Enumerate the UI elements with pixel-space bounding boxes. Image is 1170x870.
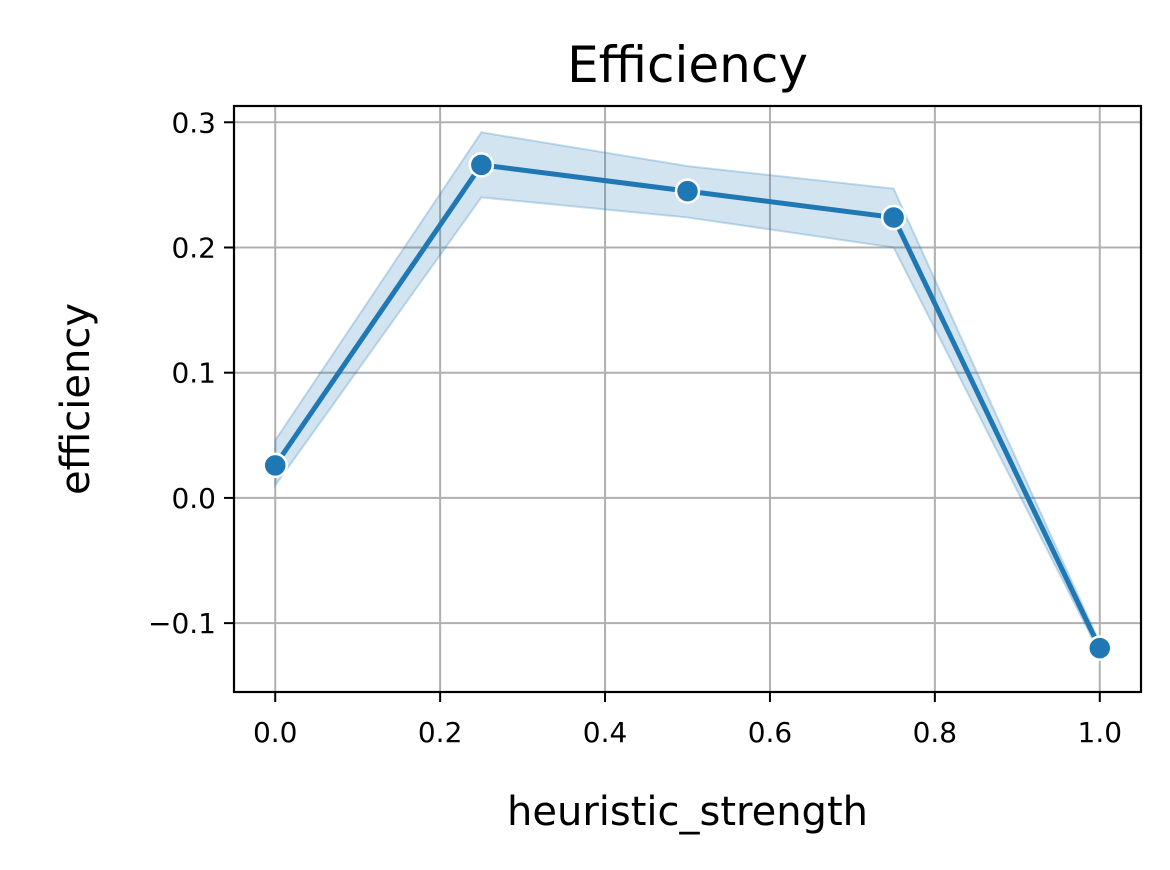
y-tick-label: 0.3 [171,106,216,139]
y-tick-label: 0.2 [171,231,216,264]
grid [234,106,1141,692]
x-tick-label: 0.4 [583,716,628,749]
y-tick-label: 0.0 [171,482,216,515]
x-tick-label: 1.0 [1078,716,1123,749]
data-point [1087,635,1113,661]
y-tick-label: −0.1 [148,607,216,640]
x-tick-label: 0.0 [253,716,298,749]
y-axis-label: efficiency [53,303,99,495]
data-point [674,178,701,204]
x-tick-label: 0.6 [748,716,793,749]
x-axis-ticks: 0.0 0.2 0.4 0.6 0.8 1.0 [253,692,1122,749]
data-point [880,204,907,231]
data-point [262,452,288,479]
chart-title: Efficiency [567,36,808,94]
x-tick-label: 0.2 [418,716,463,749]
y-tick-label: 0.1 [171,357,216,390]
data-point [468,152,495,178]
x-axis-label: heuristic_strength [507,789,868,835]
x-tick-label: 0.8 [913,716,958,749]
plot-frame [232,104,1143,694]
y-axis-ticks: −0.1 0.0 0.1 0.2 0.3 [148,106,234,640]
series-markers [262,152,1113,661]
